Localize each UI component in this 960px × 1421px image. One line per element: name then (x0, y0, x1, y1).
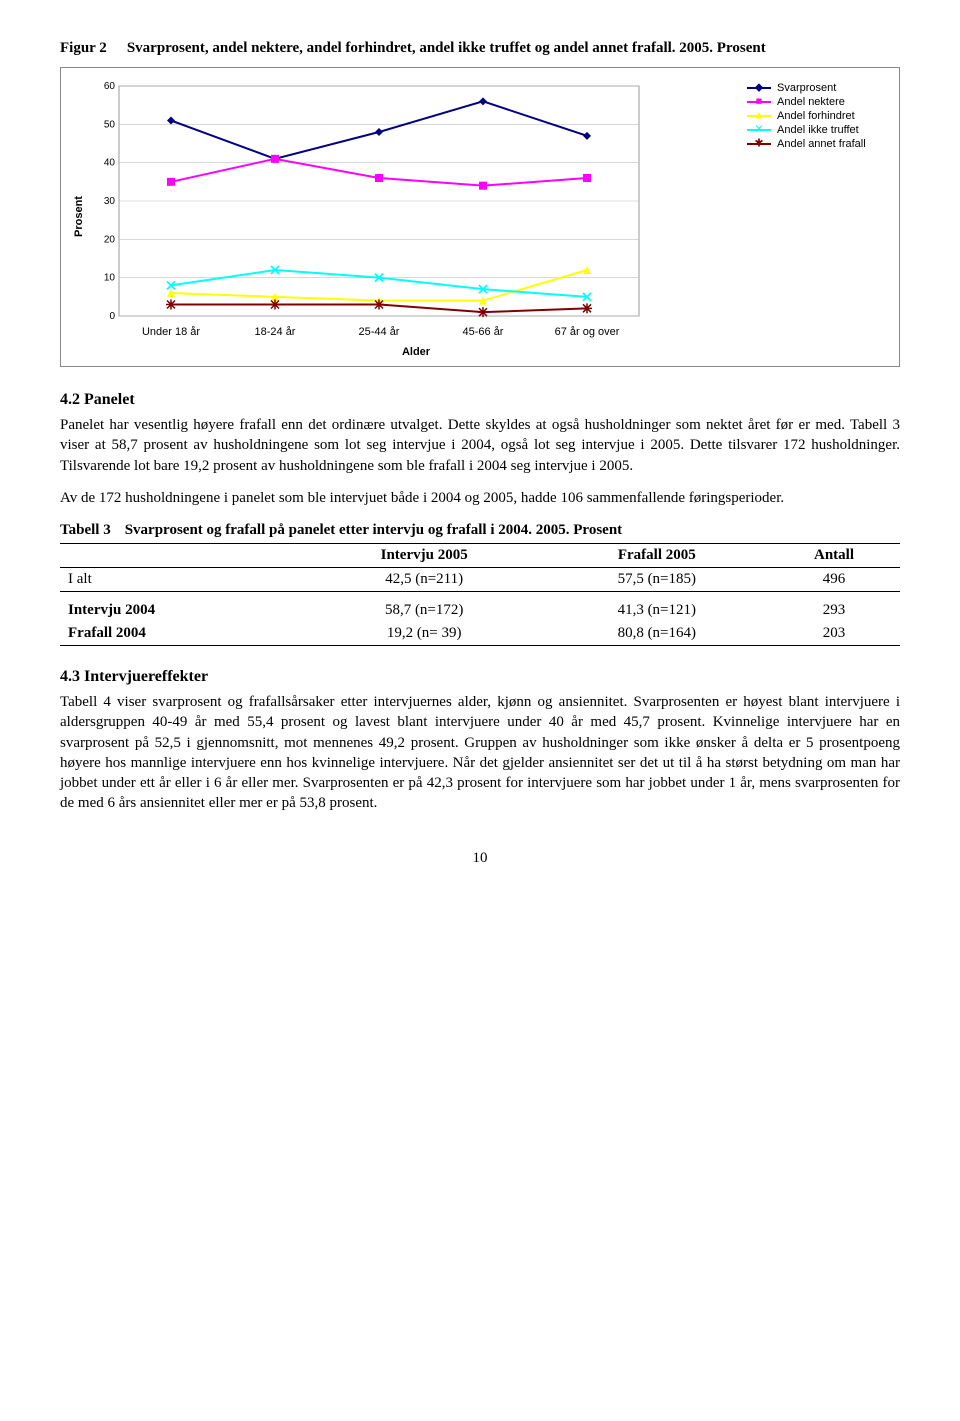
x-tick-label: 18-24 år (223, 326, 327, 338)
x-axis-ticks: Under 18 år18-24 år25-44 år45-66 år67 år… (119, 326, 639, 338)
table-cell: 41,3 (n=121) (546, 592, 768, 623)
x-tick-label: Under 18 år (119, 326, 223, 338)
table-row: Intervju 2004 58,7 (n=172) 41,3 (n=121) … (60, 592, 900, 623)
table-cell: 58,7 (n=172) (303, 592, 546, 623)
paragraph: Panelet har vesentlig høyere frafall enn… (60, 415, 900, 476)
table-cell: Frafall 2004 (60, 622, 303, 646)
table-cell: 42,5 (n=211) (303, 568, 546, 592)
svg-text:60: 60 (104, 81, 116, 92)
svg-text:10: 10 (104, 273, 116, 284)
legend-item: ✕ Andel ikke truffet (747, 124, 887, 136)
svg-text:30: 30 (104, 196, 116, 207)
table-cell: 80,8 (n=164) (546, 622, 768, 646)
section-heading-intervjuereffekter: 4.3 Intervjuereffekter (60, 668, 900, 686)
legend-swatch: ✱ (747, 138, 771, 150)
paragraph: Tabell 4 viser svarprosent og frafallsår… (60, 692, 900, 814)
table-header-cell: Frafall 2005 (546, 544, 768, 568)
figure-text: Svarprosent, andel nektere, andel forhin… (127, 40, 766, 57)
chart-plot-area: 0 10 20 30 40 50 60 (89, 76, 743, 326)
legend-swatch: ■ (747, 96, 771, 108)
figure-caption: Figur 2 Svarprosent, andel nektere, ande… (60, 40, 900, 57)
legend-label: Andel forhindret (777, 110, 855, 122)
table-header-row: Intervju 2005 Frafall 2005 Antall (60, 544, 900, 568)
legend-label: Andel annet frafall (777, 138, 866, 150)
x-tick-label: 45-66 år (431, 326, 535, 338)
svg-text:0: 0 (109, 311, 115, 322)
legend-item: ■ Andel nektere (747, 96, 887, 108)
x-tick-label: 25-44 år (327, 326, 431, 338)
table-cell: 19,2 (n= 39) (303, 622, 546, 646)
legend-label: Andel nektere (777, 96, 845, 108)
chart-container: Prosent 0 10 20 30 40 50 60 Under 18 år18-24 å… (60, 67, 900, 367)
legend-swatch: ◆ (747, 82, 771, 94)
line-chart: 0 10 20 30 40 50 60 (89, 76, 649, 326)
table-cell: I alt (60, 568, 303, 592)
table-header-cell: Intervju 2005 (303, 544, 546, 568)
table-header-cell (60, 544, 303, 568)
table-row: I alt 42,5 (n=211) 57,5 (n=185) 496 (60, 568, 900, 592)
section-heading-panelet: 4.2 Panelet (60, 391, 900, 409)
table-cell: 496 (768, 568, 900, 592)
x-axis-label: Alder (89, 346, 743, 358)
paragraph: Av de 172 husholdningene i panelet som b… (60, 488, 900, 508)
svg-text:20: 20 (104, 234, 116, 245)
table3: Intervju 2005 Frafall 2005 Antall I alt … (60, 543, 900, 646)
svg-text:50: 50 (104, 119, 116, 130)
page-number: 10 (60, 850, 900, 867)
svg-text:40: 40 (104, 158, 116, 169)
table-row: Frafall 2004 19,2 (n= 39) 80,8 (n=164) 2… (60, 622, 900, 646)
chart-legend: ◆ Svarprosent ■ Andel nektere ▲ Andel fo… (743, 76, 891, 358)
y-axis-label: Prosent (69, 76, 89, 358)
table-label: Tabell 3 (60, 522, 111, 539)
legend-item: ✱ Andel annet frafall (747, 138, 887, 150)
x-tick-label: 67 år og over (535, 326, 639, 338)
legend-label: Svarprosent (777, 82, 836, 94)
table-header-cell: Antall (768, 544, 900, 568)
table-cell: 293 (768, 592, 900, 623)
legend-item: ◆ Svarprosent (747, 82, 887, 94)
legend-item: ▲ Andel forhindret (747, 110, 887, 122)
table-cell: Intervju 2004 (60, 592, 303, 623)
table3-caption: Tabell 3 Svarprosent og frafall på panel… (60, 522, 900, 539)
legend-swatch: ✕ (747, 124, 771, 136)
figure-label: Figur 2 (60, 40, 107, 57)
legend-swatch: ▲ (747, 110, 771, 122)
table-caption-text: Svarprosent og frafall på panelet etter … (125, 522, 622, 539)
legend-label: Andel ikke truffet (777, 124, 859, 136)
table-cell: 203 (768, 622, 900, 646)
table-cell: 57,5 (n=185) (546, 568, 768, 592)
